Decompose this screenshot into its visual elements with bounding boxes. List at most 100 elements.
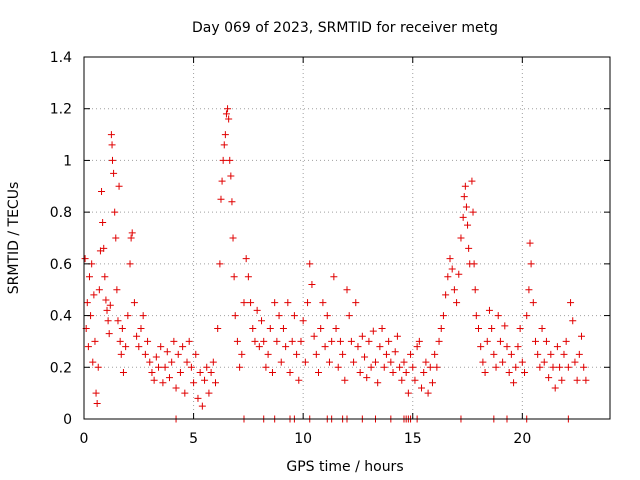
y-tick-label: 1.4 <box>50 50 72 66</box>
data-point <box>358 332 366 340</box>
data-point <box>230 273 238 281</box>
data-point <box>258 317 266 325</box>
data-point <box>108 141 116 149</box>
data-point <box>525 286 533 294</box>
data-point <box>116 337 124 345</box>
data-point <box>330 273 338 281</box>
data-point <box>137 325 145 332</box>
data-point <box>308 281 316 289</box>
y-tick-label: 0.6 <box>50 257 72 273</box>
data-point <box>371 358 379 366</box>
data-point <box>402 368 410 376</box>
data-point <box>332 325 340 332</box>
data-point <box>172 384 180 392</box>
data-point <box>490 350 498 358</box>
data-point <box>220 141 228 149</box>
y-tick-label: 0.8 <box>50 205 72 221</box>
data-point <box>192 350 200 358</box>
data-point <box>90 291 98 299</box>
x-axis-label: GPS time / hours <box>286 459 403 475</box>
data-point <box>400 358 408 366</box>
data-point <box>229 234 237 242</box>
data-point <box>84 343 92 351</box>
data-point <box>499 358 507 366</box>
data-point <box>112 234 120 242</box>
data-point <box>469 208 477 216</box>
data-point <box>404 389 412 397</box>
data-point <box>301 358 309 366</box>
data-point <box>350 358 358 366</box>
data-point <box>146 358 154 366</box>
data-point <box>297 337 305 345</box>
data-point <box>92 389 100 397</box>
data-point <box>238 350 246 358</box>
data-point <box>365 337 373 345</box>
data-point <box>179 343 187 351</box>
data-point <box>391 348 399 356</box>
data-point <box>453 299 461 307</box>
data-point <box>224 105 232 113</box>
data-point <box>450 286 458 294</box>
data-point <box>503 343 511 351</box>
data-point <box>115 182 123 190</box>
data-point <box>286 368 294 376</box>
data-point <box>247 299 255 307</box>
data-point <box>207 368 215 376</box>
data-point <box>477 343 485 351</box>
y-tick-labels: 0 0.2 0.4 0.6 0.8 1 1.2 1.4 <box>50 50 72 428</box>
data-point <box>446 255 454 263</box>
data-point <box>176 368 184 376</box>
data-point <box>321 343 329 351</box>
data-point <box>218 177 226 185</box>
data-point <box>470 260 478 268</box>
data-point <box>521 368 529 376</box>
data-point <box>127 234 135 242</box>
x-tick-labels: 0 5 10 15 20 <box>80 431 532 447</box>
data-point <box>460 193 468 201</box>
y-tick-label: 1.2 <box>50 102 72 118</box>
data-point <box>558 376 566 384</box>
data-point <box>553 343 561 351</box>
data-point <box>273 337 281 345</box>
data-point <box>437 325 445 332</box>
data-point <box>512 363 520 371</box>
data-point <box>523 312 531 320</box>
data-point <box>361 353 369 361</box>
x-tick-label: 5 <box>189 431 198 447</box>
data-point <box>398 376 406 384</box>
data-point <box>240 299 248 307</box>
data-point <box>492 363 500 371</box>
data-point <box>393 332 401 340</box>
chart-title: Day 069 of 2023, SRMTID for receiver met… <box>192 20 498 36</box>
data-point <box>209 358 217 366</box>
data-point <box>387 358 395 366</box>
data-point <box>433 363 441 371</box>
data-point <box>100 244 108 252</box>
data-point <box>201 376 209 384</box>
y-tick-label: 1 <box>63 153 72 169</box>
data-point <box>485 306 493 314</box>
y-tick-label: 0 <box>63 412 72 428</box>
x-tick-label: 10 <box>294 431 312 447</box>
data-point <box>573 376 581 384</box>
data-point <box>83 299 91 307</box>
data-point <box>163 348 171 356</box>
data-point <box>415 337 423 345</box>
data-point <box>255 343 263 351</box>
axis-ticks <box>83 56 610 420</box>
data-point <box>464 221 472 229</box>
data-point <box>295 376 303 384</box>
data-point <box>547 350 555 358</box>
data-point <box>226 156 234 164</box>
data-point <box>325 358 333 366</box>
data-point <box>564 363 572 371</box>
plot-area-border <box>83 56 611 420</box>
data-point <box>299 317 307 325</box>
grid-lines <box>84 57 610 419</box>
data-point <box>328 337 336 345</box>
data-point <box>277 358 285 366</box>
data-point <box>152 353 160 361</box>
data-point <box>150 376 158 384</box>
data-point <box>444 273 452 281</box>
y-tick-label: 0.4 <box>50 309 72 325</box>
